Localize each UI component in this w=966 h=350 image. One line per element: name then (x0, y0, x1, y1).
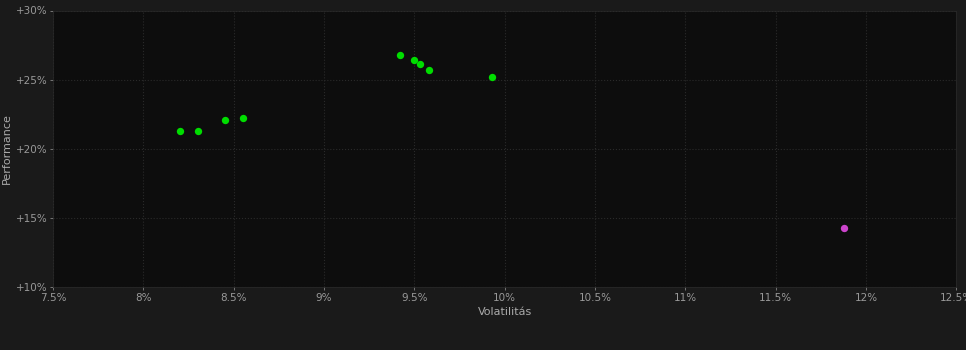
Point (190, 128, 206, 134)
Y-axis label: Performance: Performance (2, 113, 12, 184)
Point (392, 52, 408, 57)
Point (421, 67, 437, 73)
Point (407, 57, 422, 63)
Point (217, 117, 233, 122)
Point (484, 74, 499, 80)
Point (172, 128, 187, 134)
X-axis label: Volatilitás: Volatilitás (477, 307, 532, 317)
Point (837, 225, 852, 230)
Point (235, 116, 250, 121)
Point (412, 62, 428, 67)
